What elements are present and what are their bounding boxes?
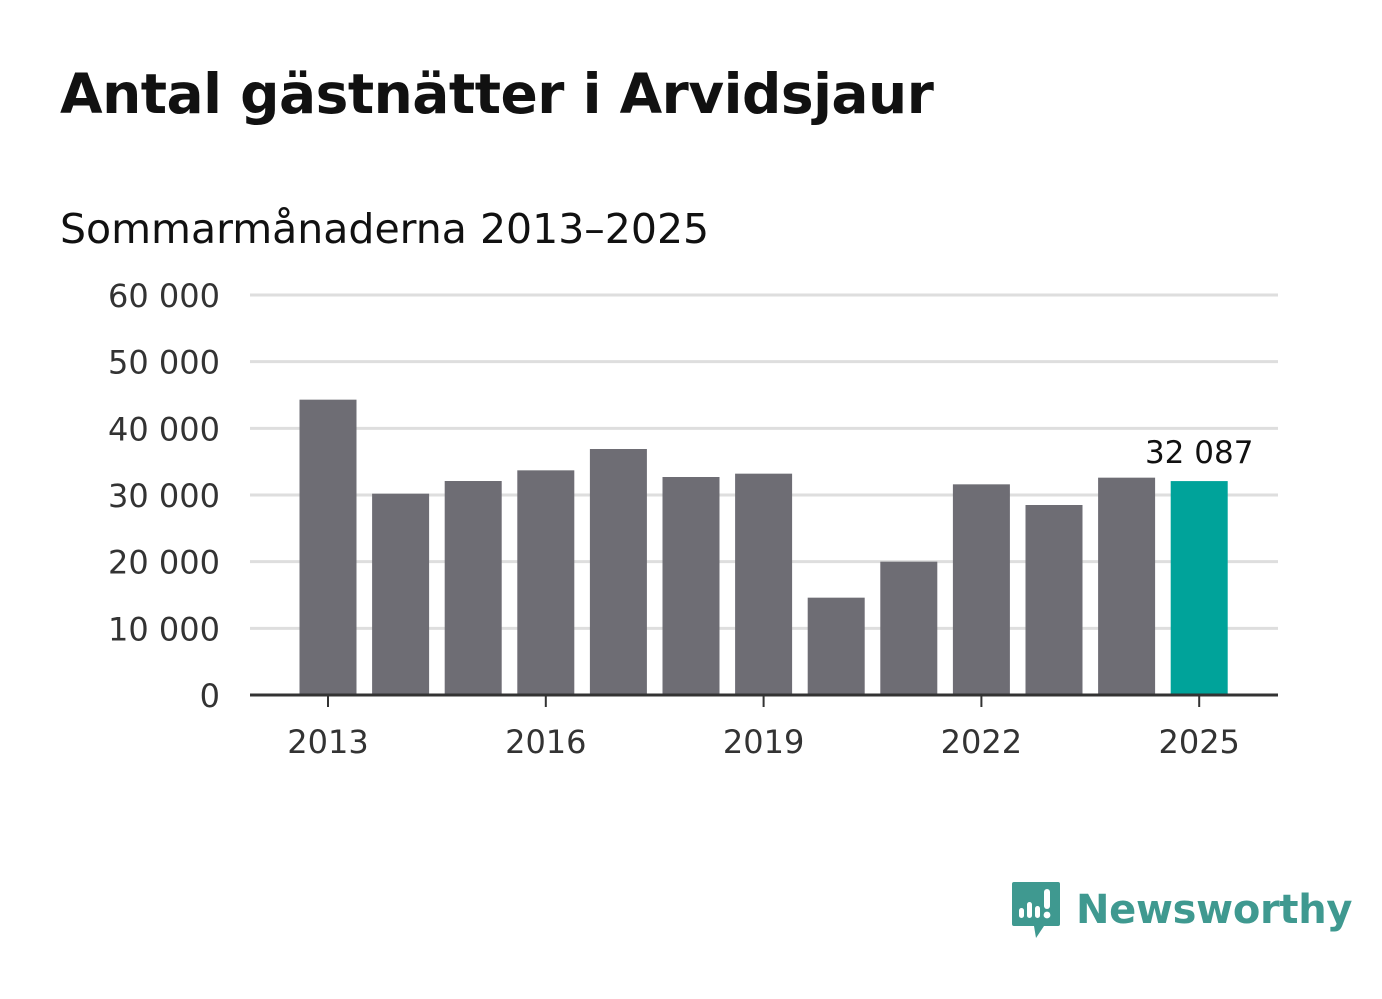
- bar-2022: [952, 484, 1010, 695]
- y-tick-label: 0: [200, 677, 220, 715]
- bar-2023: [1025, 505, 1083, 695]
- x-tick-label: 2025: [1158, 723, 1239, 761]
- y-tick-label: 50 000: [108, 344, 220, 382]
- bar-2018: [662, 477, 720, 695]
- brand-logo: Newsworthy: [1010, 878, 1353, 942]
- y-tick-label: 60 000: [108, 277, 220, 315]
- y-tick-label: 40 000: [108, 410, 220, 448]
- bar-2020: [807, 597, 865, 695]
- y-tick-label: 10 000: [108, 610, 220, 648]
- x-axis-labels: 2013 2016 2019 2022 2025: [287, 723, 1240, 761]
- bar-2016: [517, 470, 575, 695]
- bar-2013: [299, 399, 357, 695]
- x-tick-label: 2019: [723, 723, 804, 761]
- bar-2025: [1170, 481, 1228, 695]
- bar-2021: [880, 561, 938, 695]
- data-labels: 32 087: [1145, 435, 1253, 471]
- newsworthy-logo-icon: [1012, 882, 1060, 938]
- y-axis-labels: 0 10 000 20 000 30 000 40 000 50 000 60 000: [108, 277, 220, 715]
- bar-2015: [444, 481, 502, 695]
- x-tick-label: 2016: [505, 723, 586, 761]
- y-tick-label: 20 000: [108, 544, 220, 582]
- bar-2014: [372, 493, 430, 695]
- brand-name: Newsworthy: [1076, 887, 1353, 933]
- data-label: 32 087: [1145, 435, 1253, 471]
- page-title: Antal gästnätter i Arvidsjaur: [60, 62, 934, 126]
- page-subtitle: Sommarmånaderna 2013–2025: [60, 205, 710, 253]
- bar-2017: [589, 449, 647, 695]
- x-tick-label: 2022: [941, 723, 1022, 761]
- bars: [299, 399, 1228, 695]
- x-tick-label: 2013: [287, 723, 368, 761]
- y-tick-label: 30 000: [108, 477, 220, 515]
- bar-2024: [1098, 477, 1156, 695]
- x-axis: [250, 693, 1278, 707]
- bar-2019: [735, 473, 793, 695]
